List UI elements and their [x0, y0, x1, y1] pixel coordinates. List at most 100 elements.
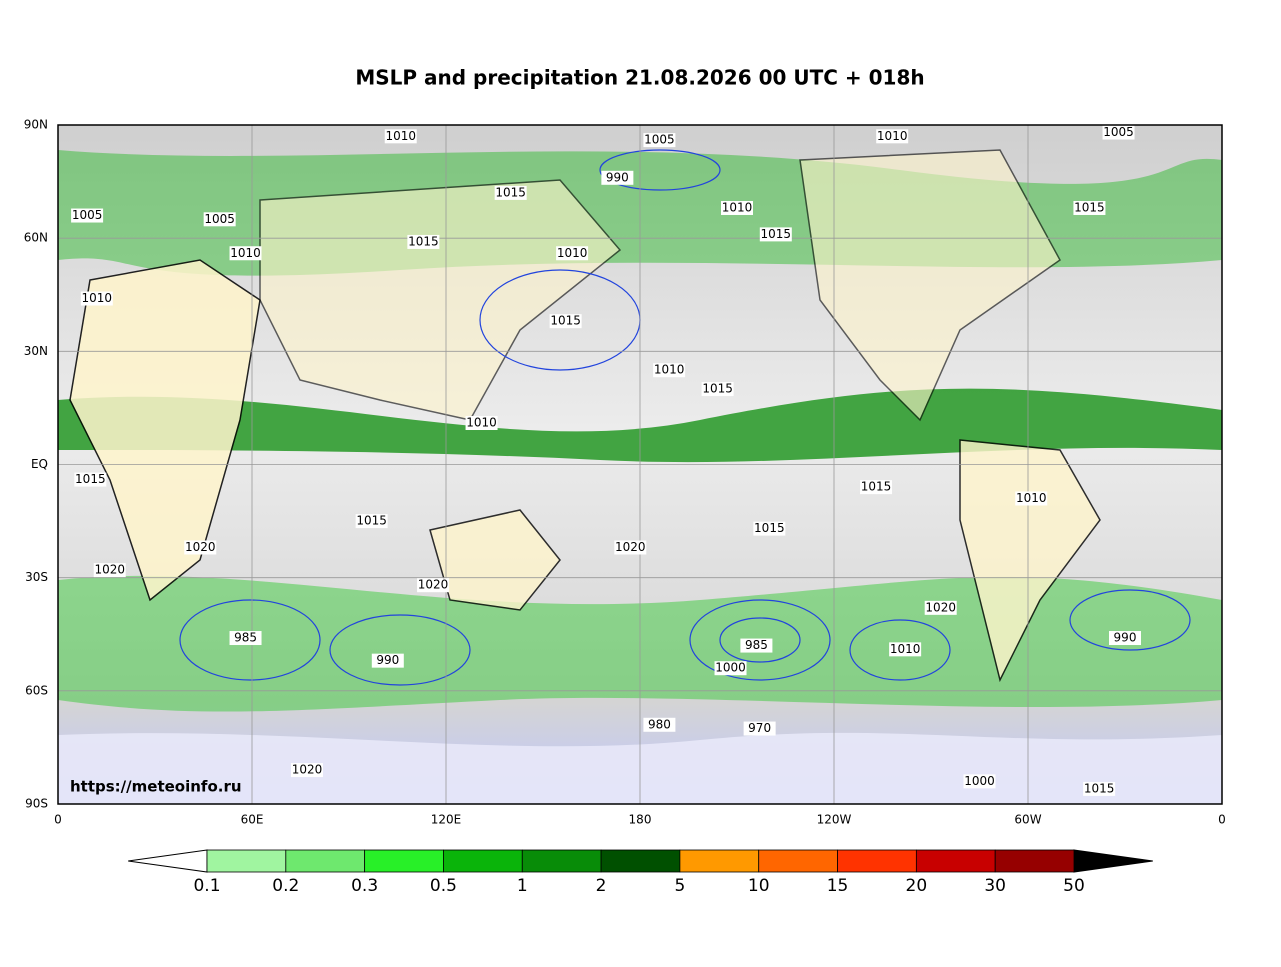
isobar-label: 1015 [356, 514, 387, 528]
isobar-label: 1015 [754, 521, 785, 535]
isobar-labels: 1010 1005 1010 1005 990 1015 1005 1005 1010 1015 1… [71, 125, 1141, 796]
colorbar-label: 5 [674, 876, 685, 896]
map-title: MSLP and precipitation 21.08.2026 00 UTC… [355, 66, 924, 90]
lon-tick-label: 120E [431, 813, 462, 827]
isobar-label-bg [876, 129, 909, 144]
isobar-label: 1010 [82, 291, 113, 305]
isobar-label-bg [1109, 631, 1141, 646]
colorbar-label: 2 [596, 876, 607, 896]
isobar-label-bg [290, 763, 323, 778]
colorbar-label: 0.5 [430, 876, 457, 896]
colorbar-box [994, 849, 1075, 873]
lon-tick-label: 0 [54, 813, 62, 827]
isobar-label: 1010 [230, 246, 261, 260]
isobar-label: 1005 [204, 212, 235, 226]
isobar-label-bg [643, 133, 676, 148]
isobar-label: 1010 [1016, 491, 1047, 505]
isobar-label-bg [721, 200, 753, 215]
lat-tick-label: EQ [31, 457, 48, 471]
isobar-label: 1010 [877, 129, 908, 143]
colorbar-box [521, 849, 602, 873]
isobar-label-bg [753, 521, 786, 536]
isobar-label: 985 [234, 631, 257, 645]
lat-tick-label: 90N [24, 118, 48, 132]
isobar-label: 1020 [418, 578, 449, 592]
isobar-label-bg [643, 717, 676, 732]
colorbar-label: 10 [748, 876, 770, 896]
colorbar-under [128, 849, 208, 873]
colorbar-box [206, 849, 287, 873]
colorbar-label: 50 [1063, 876, 1085, 896]
colorbar-label: 30 [984, 876, 1006, 896]
lon-tick-label: 180 [629, 813, 652, 827]
isobar-label: 1015 [1074, 200, 1105, 214]
isobar-label: 1010 [557, 246, 588, 260]
isobar-label-bg [203, 212, 236, 227]
isobar-label-bg [701, 382, 734, 397]
isobar-label: 1005 [644, 133, 675, 147]
isobar-label-bg [601, 170, 634, 185]
isobar-label: 980 [648, 717, 671, 731]
isobar-label: 1015 [1084, 781, 1115, 795]
lat-tick-label: 90S [25, 797, 48, 811]
isobar-label: 1015 [408, 234, 439, 248]
isobar-label-bg [1102, 125, 1135, 140]
isobar-label: 1020 [615, 540, 646, 554]
isobar-label-bg [71, 208, 104, 223]
colorbar-box [600, 849, 681, 873]
colorbar-label: 0.1 [193, 876, 220, 896]
isobar-label: 990 [606, 170, 629, 184]
isobar-label: 1015 [861, 480, 892, 494]
isobar-label: 1020 [292, 763, 323, 777]
colorbar-over [1073, 849, 1153, 873]
isobar-label-bg [556, 246, 589, 261]
colorbar-box [443, 849, 523, 873]
isobar-label-bg [384, 129, 417, 144]
colorbar-box [758, 849, 838, 873]
isobar-label-bg [74, 472, 107, 487]
isobar-label-bg [417, 578, 450, 593]
isobar-label-bg [860, 480, 893, 495]
isobar-label: 1015 [550, 314, 581, 328]
colorbar-box [364, 849, 444, 873]
isobar-label-bg [93, 563, 126, 578]
isobar-label-bg [653, 363, 686, 378]
map-frame [57, 124, 1223, 805]
isobar-label: 1020 [925, 600, 956, 614]
isobar-label-bg [1083, 781, 1116, 796]
isobar-label-bg [80, 291, 113, 306]
colorbar-label: 0.2 [272, 876, 299, 896]
isobar-label-bg [963, 774, 996, 789]
isobar-label-bg [229, 246, 262, 261]
isobar-label-bg [407, 234, 440, 249]
isobar-label: 990 [1114, 631, 1137, 645]
isobar-label-bg [355, 514, 388, 529]
isobar-label-bg [614, 540, 647, 555]
isobar-label-bg [1073, 200, 1106, 215]
isobar-label: 1010 [890, 642, 921, 656]
lon-tick-label: 60W [1014, 813, 1041, 827]
lat-tick-label: 60S [25, 683, 48, 697]
colorbar-label: 0.3 [351, 876, 378, 896]
isobar-label-bg [714, 661, 747, 676]
isobar-label: 970 [748, 721, 771, 735]
colorbar-label: 1 [517, 876, 528, 896]
isobar-label-bg [371, 653, 404, 668]
isobar-label-bg [184, 540, 217, 555]
isobar-label: 985 [745, 638, 768, 652]
credit: https://meteoinfo.ru [70, 778, 242, 796]
lat-tick-label: 30S [25, 570, 48, 584]
lon-tick-label: 0 [1218, 813, 1226, 827]
colorbar: 0.1 0.2 0.3 0.5 1 2 5 10 15 20 30 50 [128, 849, 1153, 896]
colorbar-label: 15 [827, 876, 849, 896]
isobar-label: 1015 [75, 472, 106, 486]
isobar-label: 1020 [185, 540, 216, 554]
lat-tick-label: 30N [24, 344, 48, 358]
lon-tick-label: 120W [817, 813, 852, 827]
isobar-label-bg [889, 642, 922, 657]
isobar-label: 990 [376, 653, 399, 667]
lat-tick-label: 60N [24, 231, 48, 245]
lon-tick-label: 60E [241, 813, 264, 827]
